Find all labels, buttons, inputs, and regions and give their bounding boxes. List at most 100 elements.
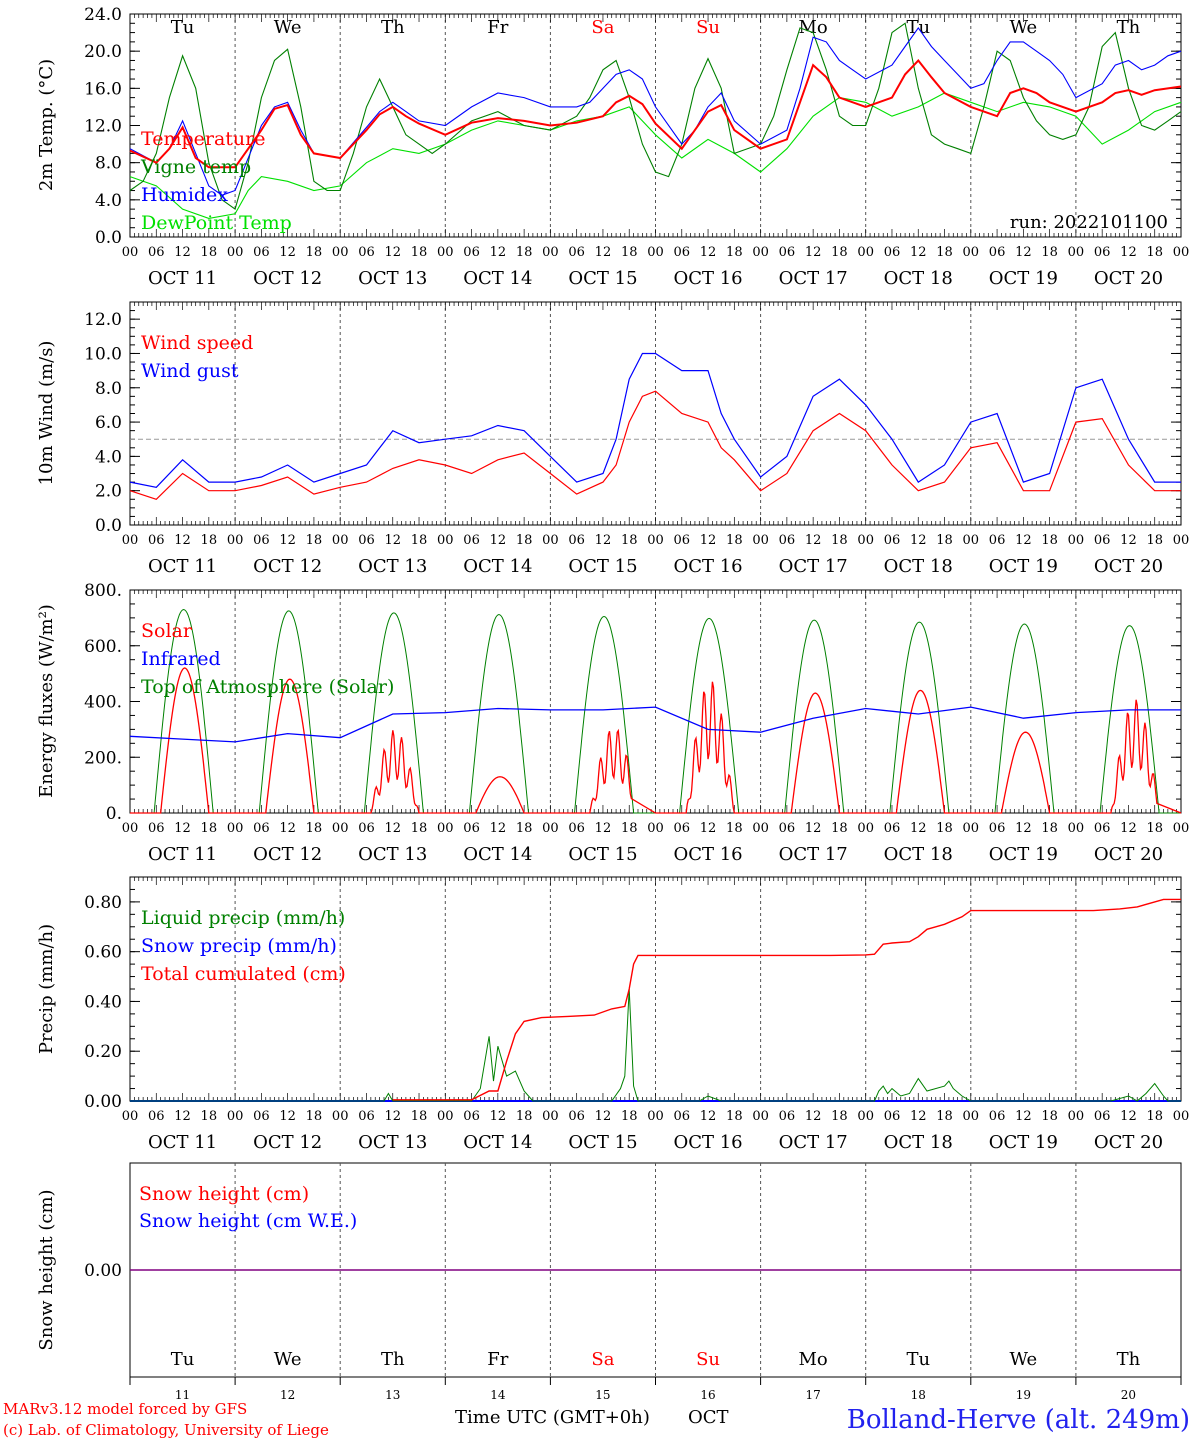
y-tick-label: 2.0: [95, 482, 122, 502]
snow-panel: 0.00 Snow height (cm) Snow height (cm) Snow…: [36, 1162, 1182, 1402]
hour-label: 12: [700, 1109, 717, 1124]
hour-label: 00: [752, 533, 769, 548]
y-tick-label: 16.0: [84, 79, 122, 99]
date-label: OCT 11: [148, 844, 217, 865]
y-axis-label: Energy fluxes (W/m²): [36, 604, 57, 798]
hour-label: 18: [411, 821, 428, 836]
hour-label: 06: [779, 821, 796, 836]
y-tick-label: 0.60: [84, 943, 122, 963]
y-tick-label: 12.0: [84, 310, 122, 330]
hour-label: 18: [306, 245, 323, 260]
hour-label: 12: [490, 245, 507, 260]
panels: 0.0 4.0 8.0 12.0 16.0 20.0 24.0 2m Temp. (°C) Tu…: [36, 5, 1189, 1402]
hour-label: 06: [779, 245, 796, 260]
hour-label: 00: [332, 821, 349, 836]
day-number-label: 18: [911, 1388, 926, 1402]
hour-label: 18: [1146, 533, 1163, 548]
hour-label: 12: [910, 821, 927, 836]
y-axis-label: 10m Wind (m/s): [36, 341, 57, 486]
date-label: OCT 18: [884, 844, 953, 865]
hour-label: 18: [621, 245, 638, 260]
hour-label: 12: [490, 533, 507, 548]
y-tick-label: 200.: [84, 748, 122, 768]
day-of-week-label: We: [274, 1349, 302, 1370]
date-label: OCT 20: [1094, 844, 1163, 865]
hour-label: 06: [463, 821, 480, 836]
hour-label: 18: [726, 821, 743, 836]
date-label: OCT 11: [148, 1132, 217, 1153]
day-of-week-label: Fr: [487, 17, 508, 38]
hour-label: 06: [358, 245, 375, 260]
date-label: OCT 20: [1094, 268, 1163, 289]
date-label: OCT 15: [568, 556, 637, 577]
hour-label: 18: [621, 821, 638, 836]
series-line-infrared: [129, 706, 1181, 743]
date-label: OCT 11: [148, 556, 217, 577]
hour-label: 00: [542, 533, 559, 548]
hour-label: 00: [227, 533, 244, 548]
date-label: OCT 18: [884, 556, 953, 577]
hour-label: 12: [700, 533, 717, 548]
hour-label: 12: [279, 821, 296, 836]
y-tick-label: 20.0: [84, 42, 122, 62]
y-tick-label: 0.20: [84, 1042, 122, 1062]
hour-label: 06: [779, 1109, 796, 1124]
legend-entry: Infrared: [141, 648, 221, 670]
day-of-week-label: We: [1010, 1349, 1038, 1370]
date-label: OCT 13: [358, 556, 427, 577]
series-line-liquid: [130, 988, 1181, 1102]
hour-label: 12: [174, 821, 191, 836]
hour-label: 00: [227, 821, 244, 836]
hour-label: 06: [884, 821, 901, 836]
date-label: OCT 18: [884, 1132, 953, 1153]
date-label: OCT 15: [568, 1132, 637, 1153]
hour-label: 12: [1015, 1109, 1032, 1124]
day-of-week-label: Th: [381, 1349, 405, 1370]
hour-label: 00: [1173, 821, 1190, 836]
hour-label: 00: [752, 1109, 769, 1124]
series-line: [129, 390, 1181, 500]
date-label: OCT 16: [673, 844, 742, 865]
hour-label: 18: [726, 1109, 743, 1124]
series-line: [129, 58, 1182, 169]
hour-label: 18: [726, 533, 743, 548]
date-label: OCT 19: [989, 556, 1058, 577]
hour-label: 12: [1015, 245, 1032, 260]
hour-label: 18: [201, 245, 218, 260]
hour-label: 00: [752, 245, 769, 260]
wind-panel: 0.0 2.0 4.0 6.0 8.0 10.0 12.0 10m Wind (m/s) Win…: [36, 301, 1189, 577]
hour-label: 06: [674, 821, 691, 836]
day-of-week-label: Sa: [591, 17, 614, 38]
hour-label: 18: [516, 245, 533, 260]
hour-label: 00: [332, 533, 349, 548]
time-axis-label: Time UTC (GMT+0h): [455, 1407, 650, 1428]
hour-label: 18: [936, 1109, 953, 1124]
legend-entry: DewPoint Temp: [141, 212, 292, 234]
date-label: OCT 20: [1094, 1132, 1163, 1153]
date-label: OCT 17: [779, 268, 848, 289]
day-of-week-label: Su: [696, 1349, 720, 1370]
day-number-label: 20: [1121, 1388, 1136, 1402]
y-tick-label: 12.0: [84, 117, 122, 137]
day-of-week-label: Tu: [171, 1349, 195, 1370]
date-label: OCT 16: [673, 1132, 742, 1153]
hour-label: 00: [1068, 533, 1085, 548]
day-of-week-label: Th: [1117, 1349, 1141, 1370]
date-label: OCT 19: [989, 1132, 1058, 1153]
run-label: run: 2022101100: [1010, 212, 1168, 233]
date-label: OCT 13: [358, 1132, 427, 1153]
hour-label: 18: [411, 245, 428, 260]
hour-label: 06: [1094, 533, 1111, 548]
date-label: OCT 14: [463, 844, 532, 865]
hour-label: 00: [437, 533, 454, 548]
hour-label: 12: [910, 533, 927, 548]
plot-frame: [129, 301, 1182, 526]
day-of-week-label: Su: [696, 17, 720, 38]
legend-entry: Snow precip (mm/h): [141, 935, 337, 957]
hour-label: 06: [674, 245, 691, 260]
hour-label: 06: [884, 1109, 901, 1124]
y-tick-label: 0.00: [84, 1092, 122, 1112]
date-label: OCT 17: [779, 844, 848, 865]
date-label: OCT 12: [253, 556, 322, 577]
date-label: OCT 15: [568, 844, 637, 865]
